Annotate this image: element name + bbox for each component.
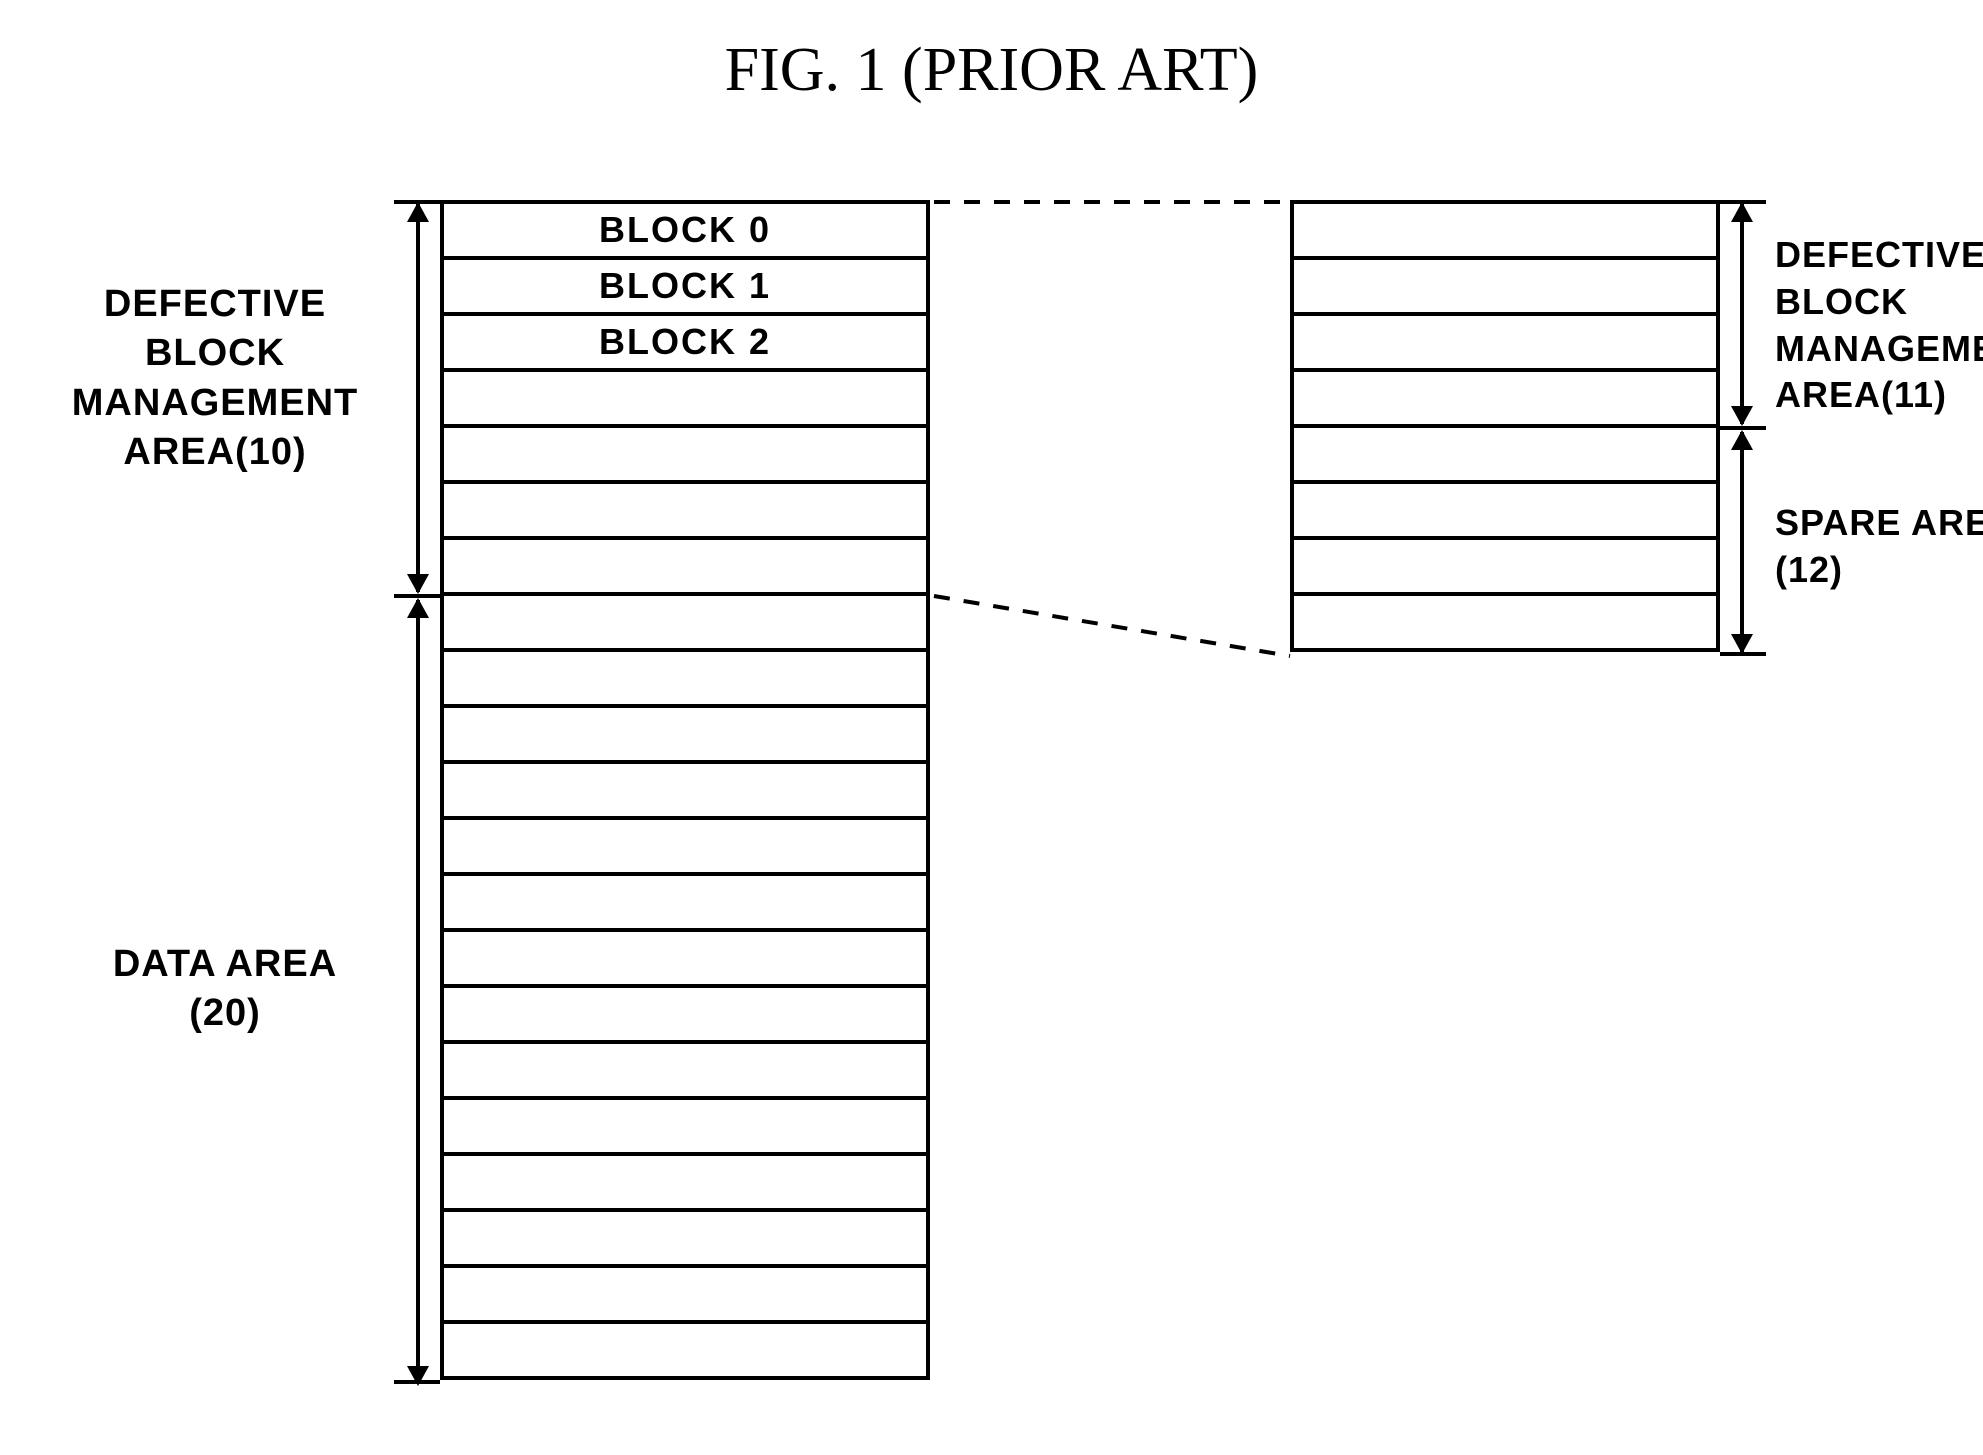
detail-memory-stack: [1290, 200, 1720, 652]
bracket-arrow-area11: [1740, 204, 1744, 424]
label-area10-l2: BLOCK: [145, 332, 285, 374]
label-area10-l1: DEFECTIVE: [104, 283, 326, 325]
detail-row-4: [1294, 428, 1716, 484]
main-row-15: [444, 1044, 926, 1100]
main-row-16: [444, 1100, 926, 1156]
bracket-tick-detail-top: [1720, 200, 1766, 204]
detail-row-1: [1294, 260, 1716, 316]
bracket-tick-main-bottom: [394, 1380, 440, 1384]
main-row-19: [444, 1268, 926, 1324]
main-row-label-0: BLOCK 0: [599, 209, 771, 251]
main-row-6: [444, 540, 926, 596]
main-row-8: [444, 652, 926, 708]
main-row-9: [444, 708, 926, 764]
detail-row-2: [1294, 316, 1716, 372]
label-area20-l2: (20): [189, 992, 261, 1034]
main-row-4: [444, 428, 926, 484]
detail-row-7: [1294, 596, 1716, 652]
main-row-13: [444, 932, 926, 988]
main-row-17: [444, 1156, 926, 1212]
bracket-arrow-area10: [416, 204, 420, 592]
main-row-label-1: BLOCK 1: [599, 265, 771, 307]
figure-title: FIG. 1 (PRIOR ART): [0, 35, 1983, 106]
detail-row-5: [1294, 484, 1716, 540]
main-row-10: [444, 764, 926, 820]
main-row-0: BLOCK 0: [444, 204, 926, 260]
label-area20-l1: DATA AREA: [113, 943, 337, 985]
label-area11-l1: DEFECTIVE: [1775, 234, 1983, 275]
main-row-3: [444, 372, 926, 428]
detail-row-6: [1294, 540, 1716, 596]
detail-row-0: [1294, 204, 1716, 260]
page: FIG. 1 (PRIOR ART) BLOCK 0 BLOCK 1 BLOCK 2…: [0, 0, 1983, 1455]
label-area12-l1: SPARE AREA: [1775, 502, 1983, 543]
label-area10-l4: AREA(10): [123, 431, 306, 473]
label-area11-l4: AREA(11): [1775, 374, 1947, 415]
bracket-arrow-area12: [1740, 432, 1744, 652]
bracket-arrow-area20: [416, 600, 420, 1384]
main-row-12: [444, 876, 926, 932]
bracket-tick-main-top: [394, 200, 440, 204]
main-row-label-2: BLOCK 2: [599, 321, 771, 363]
main-row-18: [444, 1212, 926, 1268]
bracket-tick-detail-bottom: [1720, 652, 1766, 656]
main-row-2: BLOCK 2: [444, 316, 926, 372]
main-memory-stack: BLOCK 0 BLOCK 1 BLOCK 2: [440, 200, 930, 1380]
label-area12-l2: (12): [1775, 549, 1843, 590]
main-row-14: [444, 988, 926, 1044]
label-area12: SPARE AREA (12): [1775, 500, 1983, 594]
main-row-7: [444, 596, 926, 652]
bracket-tick-detail-split: [1720, 426, 1766, 430]
main-row-11: [444, 820, 926, 876]
main-row-5: [444, 484, 926, 540]
label-area11-l3: MANAGEMENT: [1775, 328, 1983, 369]
label-area10-l3: MANAGEMENT: [72, 382, 359, 424]
main-row-1: BLOCK 1: [444, 260, 926, 316]
main-row-20: [444, 1324, 926, 1380]
label-area11: DEFECTIVE BLOCK MANAGEMENT AREA(11): [1775, 232, 1983, 419]
bracket-tick-main-split: [394, 594, 440, 598]
label-area10: DEFECTIVE BLOCK MANAGEMENT AREA(10): [50, 280, 380, 478]
detail-row-3: [1294, 372, 1716, 428]
label-area11-l2: BLOCK: [1775, 281, 1908, 322]
label-area20: DATA AREA (20): [80, 940, 370, 1039]
